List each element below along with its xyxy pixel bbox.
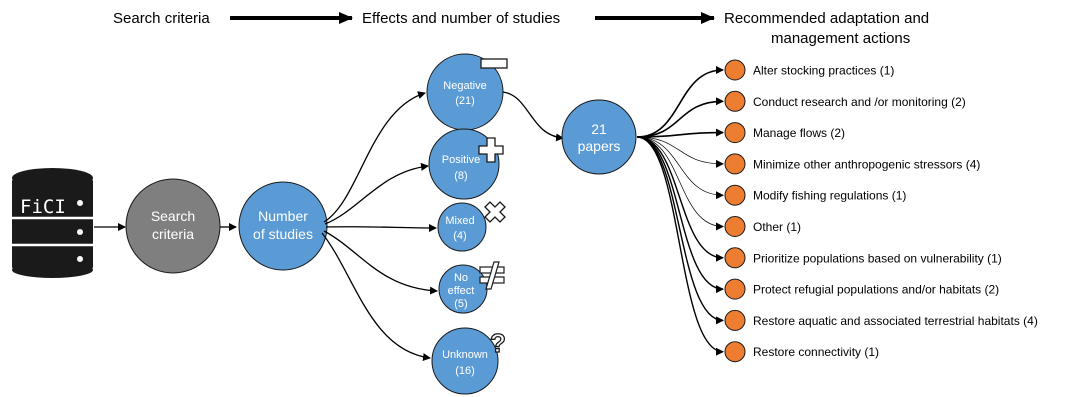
mixed-count: (4) — [453, 230, 466, 242]
action-label: Conduct research and /or monitoring (2) — [753, 95, 966, 109]
negative-count: (21) — [455, 95, 475, 107]
action-label: Other (1) — [753, 220, 801, 234]
connector-negative — [323, 91, 426, 223]
connector-mixed — [325, 223, 437, 232]
studies-node-line2: of studies — [253, 226, 313, 242]
action-bullet — [724, 59, 746, 81]
connector-action-4 — [636, 136, 724, 168]
action-list: Alter stocking practices (1) Conduct rese… — [724, 59, 1038, 363]
papers-node-line1: 21 — [591, 121, 607, 137]
connector-action-8 — [636, 136, 724, 294]
action-bullet — [724, 90, 746, 112]
action-bullet — [724, 309, 746, 331]
connector-unknown — [321, 232, 431, 362]
papers-node — [561, 99, 637, 175]
unknown-label: Unknown — [442, 349, 488, 361]
action-label: Protect refugial populations and/or habi… — [753, 283, 999, 297]
studies-node-line1: Number — [258, 208, 308, 224]
action-bullet — [724, 247, 746, 269]
connector-action-6 — [636, 136, 724, 231]
no-effect-label-1: No — [454, 272, 468, 284]
database-icon — [12, 168, 93, 278]
action-label: Prioritize populations based on vulnerab… — [753, 251, 1002, 265]
header-recommended-line1: Recommended adaptation and — [724, 10, 929, 27]
study-effect-connectors — [321, 91, 438, 362]
positive-count: (8) — [454, 170, 467, 182]
connector-action-3 — [636, 128, 724, 138]
action-bullet — [724, 278, 746, 300]
search-criteria-node — [125, 178, 221, 274]
database-label: FiCI — [20, 196, 66, 218]
header-search-criteria: Search criteria — [113, 10, 210, 27]
connector-action-5 — [636, 136, 724, 200]
question-icon: ? — [490, 328, 506, 358]
connector-action-2 — [636, 97, 724, 138]
header-recommended-line2: management actions — [771, 30, 910, 47]
papers-action-connectors — [636, 66, 724, 356]
action-label: Manage flows (2) — [753, 126, 845, 140]
header-effects: Effects and number of studies — [362, 10, 560, 27]
positive-label: Positive — [442, 154, 481, 166]
mixed-label: Mixed — [445, 215, 474, 227]
action-bullet — [724, 184, 746, 206]
no-effect-count: (5) — [454, 298, 467, 310]
unknown-node — [431, 327, 499, 395]
action-bullet — [724, 122, 746, 144]
number-of-studies-node — [238, 181, 328, 271]
connector-action-1 — [636, 66, 724, 138]
mixed-node — [437, 202, 487, 252]
action-label: Minimize other anthropogenic stressors (… — [753, 157, 980, 171]
connector-action-10 — [636, 136, 724, 356]
negative-label: Negative — [443, 80, 486, 92]
connector-positive — [324, 162, 429, 225]
action-bullet — [724, 153, 746, 175]
search-node-line2: criteria — [152, 226, 194, 242]
search-node-line1: Search — [151, 208, 195, 224]
action-label: Restore aquatic and associated terrestri… — [753, 314, 1038, 328]
action-bullet — [724, 216, 746, 237]
plus-icon — [478, 137, 504, 163]
cross-icon — [484, 201, 506, 223]
not-equal-icon — [479, 261, 505, 290]
action-label: Modify fishing regulations (1) — [753, 189, 906, 203]
connector-action-9 — [636, 136, 724, 325]
action-label: Alter stocking practices (1) — [753, 64, 894, 78]
connector-no-effect — [323, 230, 438, 295]
unknown-count: (16) — [455, 365, 475, 377]
connector-action-7 — [636, 136, 724, 262]
connector-negative-to-papers — [502, 91, 564, 142]
minus-icon — [480, 58, 508, 69]
action-label: Restore connectivity (1) — [753, 345, 879, 359]
no-effect-label-2: effect — [448, 285, 475, 297]
papers-node-line2: papers — [578, 138, 621, 154]
action-bullet — [724, 341, 746, 363]
